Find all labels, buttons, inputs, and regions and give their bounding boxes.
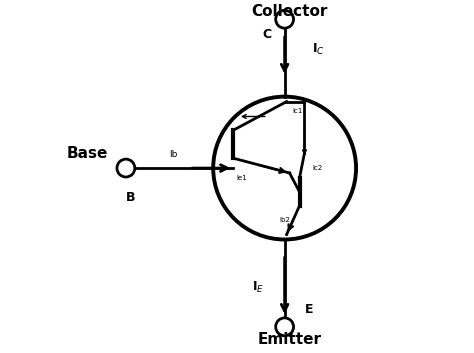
Text: Ib2: Ib2 (280, 217, 291, 223)
Text: B: B (126, 191, 136, 204)
Text: Ic1: Ic1 (292, 108, 303, 114)
Text: Ib: Ib (169, 150, 178, 159)
Text: Ic2: Ic2 (312, 165, 323, 171)
Text: Emitter: Emitter (257, 332, 321, 347)
Text: Base: Base (66, 146, 108, 161)
Text: Ie1: Ie1 (236, 175, 247, 181)
Text: I$_E$: I$_E$ (253, 280, 265, 295)
Text: E: E (304, 304, 313, 316)
Text: I$_C$: I$_C$ (312, 41, 325, 56)
Text: C: C (262, 28, 271, 41)
Text: Collector: Collector (251, 4, 328, 19)
